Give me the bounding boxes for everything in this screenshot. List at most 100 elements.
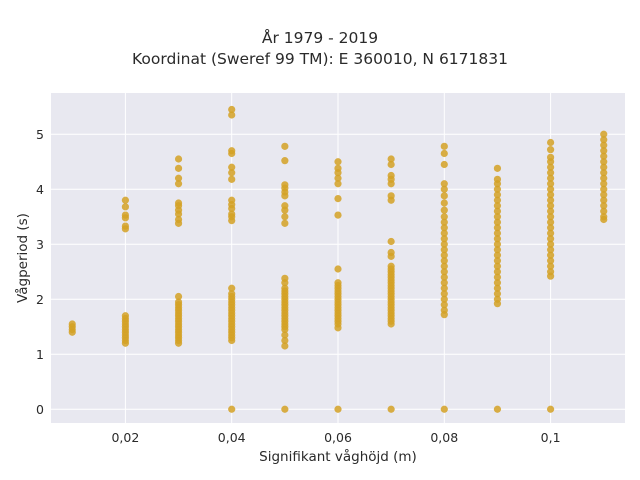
x-axis-label: Signifikant våghöjd (m) [259, 448, 417, 465]
data-point [546, 224, 555, 232]
data-point [600, 130, 608, 138]
data-point [281, 405, 289, 413]
data-point [493, 273, 502, 281]
chart-title-line-1: År 1979 - 2019 [261, 29, 379, 47]
data-point [493, 257, 502, 265]
data-point [440, 235, 448, 243]
data-point [281, 213, 289, 221]
data-point [493, 240, 502, 248]
data-point [174, 215, 183, 224]
data-point [493, 290, 502, 298]
data-point [600, 191, 608, 199]
y-tick-label: 2 [36, 292, 44, 307]
x-tick-label: 0,08 [430, 430, 458, 445]
data-point [281, 142, 289, 150]
data-point [68, 320, 76, 328]
data-point [493, 284, 502, 292]
data-point [493, 213, 502, 221]
data-point [546, 174, 555, 182]
data-point [228, 284, 236, 292]
data-point [493, 218, 502, 226]
data-point [440, 213, 448, 221]
data-point [600, 163, 608, 171]
data-point [440, 149, 448, 158]
data-point [121, 312, 130, 320]
chart-title-line-2: Koordinat (Sweref 99 TM): E 360010, N 61… [132, 50, 508, 68]
data-point [440, 142, 448, 150]
data-points [68, 105, 608, 413]
data-point [334, 405, 342, 413]
data-point [440, 192, 448, 200]
data-point [546, 207, 555, 215]
data-point [546, 405, 555, 413]
data-point [440, 268, 448, 276]
data-point [228, 196, 236, 204]
data-point [281, 202, 289, 210]
data-point [174, 298, 183, 306]
data-point [387, 155, 395, 163]
data-point [493, 246, 502, 254]
data-point [546, 191, 555, 199]
data-point [334, 265, 342, 273]
data-point [493, 191, 502, 199]
data-point [228, 210, 236, 218]
data-point [440, 279, 448, 287]
data-point [334, 211, 342, 219]
data-point [228, 405, 236, 413]
data-point [546, 257, 555, 265]
data-point [440, 185, 448, 193]
y-tick-label: 4 [36, 182, 44, 197]
data-point [440, 257, 448, 265]
data-point [493, 235, 502, 243]
y-axis-ticks: 0 1 2 3 4 5 [36, 127, 44, 417]
data-point [493, 405, 502, 413]
data-point [546, 251, 555, 259]
data-point [121, 222, 130, 230]
x-tick-label: 0,04 [218, 430, 246, 445]
y-tick-label: 5 [36, 127, 44, 142]
data-point [546, 138, 555, 147]
data-point [546, 180, 555, 188]
data-point [493, 268, 502, 276]
data-point [600, 185, 608, 193]
data-point [546, 196, 555, 204]
data-point [546, 262, 555, 270]
data-point [493, 164, 502, 172]
data-point [440, 199, 448, 207]
data-point [440, 301, 448, 309]
data-point [281, 274, 289, 282]
data-point [387, 248, 395, 257]
data-point [600, 136, 608, 144]
y-tick-label: 3 [36, 237, 44, 252]
data-point [546, 202, 555, 210]
data-point [440, 284, 448, 292]
x-tick-label: 0,02 [111, 430, 139, 445]
data-point [546, 235, 555, 243]
data-point [281, 331, 289, 339]
data-point [546, 246, 555, 254]
x-tick-label: 0,1 [541, 430, 561, 445]
data-point [228, 105, 236, 114]
data-point [281, 181, 289, 189]
data-point [440, 224, 448, 232]
data-point [228, 163, 236, 171]
data-point [440, 405, 448, 413]
data-point [440, 229, 448, 237]
data-point [440, 160, 448, 169]
data-point [281, 157, 289, 165]
data-point [600, 174, 608, 182]
data-point [546, 153, 555, 161]
data-point [387, 192, 395, 200]
data-point [546, 213, 555, 221]
data-point [281, 284, 289, 292]
data-point [546, 185, 555, 193]
data-point [334, 195, 342, 203]
data-point [546, 218, 555, 226]
data-point [334, 279, 342, 287]
data-point [440, 290, 448, 298]
data-point [121, 203, 130, 211]
data-point [600, 202, 608, 210]
data-point [440, 262, 448, 270]
y-axis-label: Vågperiod (s) [14, 213, 31, 303]
data-point [493, 224, 502, 232]
